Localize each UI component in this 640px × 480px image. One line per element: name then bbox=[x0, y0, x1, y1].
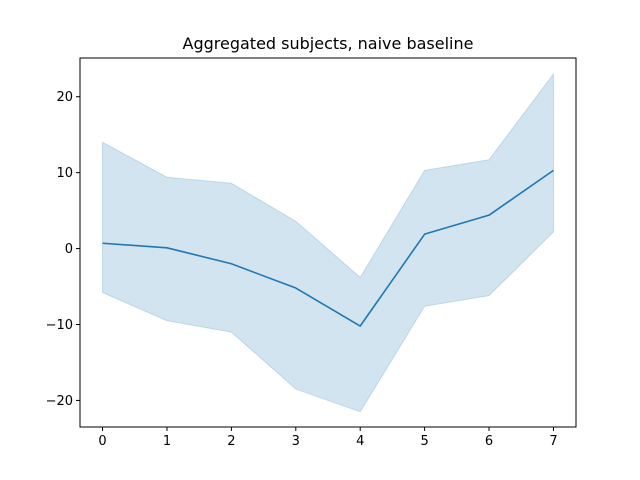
x-tick-label: 2 bbox=[227, 434, 235, 449]
x-tick-label: 3 bbox=[292, 434, 300, 449]
y-tick-label: 20 bbox=[56, 90, 73, 105]
series-line bbox=[102, 169, 554, 327]
y-tick-label: 0 bbox=[65, 242, 73, 257]
x-tick-label: 6 bbox=[485, 434, 493, 449]
y-tick-label: 10 bbox=[56, 166, 73, 181]
y-tick-label: −10 bbox=[46, 318, 73, 333]
x-tick-label: 7 bbox=[549, 434, 557, 449]
axes-frame bbox=[79, 57, 577, 428]
plot-area: 0 1 2 3 4 5 6 7 −20 −10 0 10 20 bbox=[46, 57, 577, 449]
x-tick-label: 1 bbox=[163, 434, 171, 449]
confidence-band bbox=[102, 72, 554, 413]
chart-title: Aggregated subjects, naive baseline bbox=[183, 34, 474, 53]
x-tick-label: 0 bbox=[98, 434, 106, 449]
x-tick-label: 5 bbox=[420, 434, 428, 449]
x-tick-label: 4 bbox=[356, 434, 364, 449]
y-tick-label: −20 bbox=[46, 394, 73, 409]
